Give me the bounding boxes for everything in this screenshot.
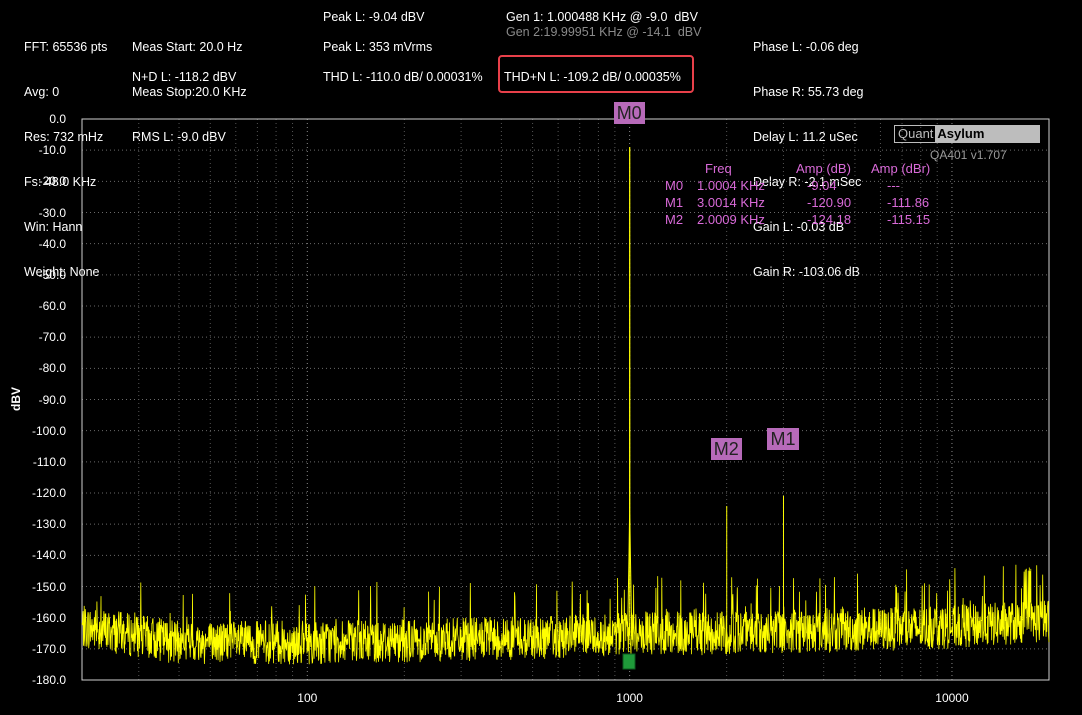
- table-cell-marker: M0: [665, 178, 684, 193]
- averages: Avg: 0: [24, 85, 60, 99]
- plot-frame: [81, 118, 1050, 681]
- x-tick-label: 1000: [616, 691, 643, 705]
- peak-level: Peak L: -9.04 dBV: [323, 10, 425, 24]
- rms-level: RMS L: -9.0 dBV: [132, 130, 226, 144]
- y-tick-label: -100.0: [31, 423, 66, 438]
- y-tick-label: -120.0: [31, 486, 66, 500]
- y-tick-label: -50.0: [38, 267, 66, 282]
- table-cell-marker: M1: [665, 195, 684, 210]
- table-cell-freq: 1.0004 KHz: [697, 178, 765, 193]
- y-tick-label: -130.0: [31, 517, 66, 532]
- y-tick-label: -110.0: [32, 454, 66, 469]
- table-cell-marker: M2: [665, 212, 684, 227]
- resolution: Res: 732 mHz: [24, 130, 104, 144]
- y-tick-label: -80.0: [38, 361, 66, 376]
- generator-1: Gen 1: 1.000488 KHz @ -9.0 dBV: [506, 10, 698, 24]
- y-tick-label: -180.0: [31, 673, 66, 687]
- y-tick-label: -30.0: [38, 205, 66, 220]
- x-tick-label: 10000: [935, 691, 969, 705]
- phase-l: Phase L: -0.06 deg: [753, 40, 859, 54]
- weighting: Weight: None: [24, 265, 100, 279]
- generator-2: Gen 2:19.99951 KHz @ -14.1 dBV: [506, 25, 702, 39]
- thdn-level: THD+N L: -109.2 dB/ 0.00035%: [504, 70, 681, 84]
- y-tick-label: -70.0: [38, 330, 66, 345]
- thd-level: THD L: -110.0 dB/ 0.00031%: [323, 70, 483, 84]
- meas-stop: Meas Stop:20.0 KHz: [132, 85, 247, 99]
- x-tick-label: 100: [297, 691, 318, 705]
- y-tick-label: -20.0: [38, 174, 66, 189]
- gain-r: Gain R: -103.06 dB: [753, 265, 861, 279]
- table-cell-amp: -124.18: [807, 212, 852, 227]
- y-tick-label: -60.0: [38, 299, 66, 313]
- table-cell-amp: -9.04: [807, 178, 837, 193]
- phase-r: Phase R: 55.73 deg: [753, 85, 864, 99]
- marker-m2[interactable]: M2: [710, 438, 742, 461]
- phase-gain-stats: Phase L: -0.06 deg Phase R: 55.73 deg De…: [753, 10, 864, 295]
- table-cell-amp: -120.90: [807, 195, 852, 210]
- window: Win: Hann: [24, 220, 83, 234]
- marker-m0[interactable]: M0: [613, 102, 645, 124]
- table-header-amp: Amp (dB): [796, 161, 851, 176]
- y-tick-label: -170.0: [31, 641, 66, 656]
- y-tick-label: -150.0: [31, 579, 66, 594]
- y-axis-label: dBV: [9, 387, 23, 411]
- y-tick-label: -40.0: [38, 236, 66, 251]
- y-tick-label: -140.0: [31, 548, 66, 563]
- spectrum-trace: [81, 147, 1050, 665]
- y-tick-label: -90.0: [38, 392, 66, 407]
- y-tick-label: -10.0: [38, 143, 66, 158]
- y-tick-label: 0.0: [49, 112, 66, 126]
- delay-l: Delay L: 11.2 uSec: [753, 130, 858, 144]
- fft-stats: FFT: 65536 pts Avg: 0 Res: 732 mHz Fs: 4…: [24, 10, 107, 295]
- delay-r: Delay R: -2.1 mSec: [753, 175, 862, 189]
- table-cell-freq: 3.0014 KHz: [697, 195, 765, 210]
- version-label: QA401 v1.707: [930, 148, 1007, 162]
- fft-points: FFT: 65536 pts: [24, 40, 108, 54]
- noise-distortion: N+D L: -118.2 dBV: [132, 70, 237, 84]
- table-cell-ampr: ---: [887, 178, 900, 193]
- gain-l: Gain L: -0.03 dB: [753, 220, 845, 234]
- table-cell-freq: 2.0009 KHz: [697, 212, 765, 227]
- table-header-freq: Freq: [705, 161, 732, 176]
- sample-rate: Fs: 48.0 KHz: [24, 175, 97, 189]
- meas-start: Meas Start: 20.0 Hz: [132, 40, 243, 54]
- noise-floor-trace: [81, 564, 1050, 665]
- table-cell-ampr: -111.86: [887, 195, 930, 210]
- measurement-range: Meas Start: 20.0 Hz Meas Stop:20.0 KHz R…: [132, 10, 247, 160]
- marker-m1[interactable]: M1: [767, 427, 799, 450]
- table-header-ampr: Amp (dBr): [871, 161, 931, 176]
- thdn-highlight: [498, 55, 694, 93]
- peak-mvrms: Peak L: 353 mVrms: [323, 40, 433, 54]
- y-tick-label: -160.0: [31, 610, 66, 625]
- table-cell-ampr: -115.15: [887, 212, 931, 227]
- quantasylum-logo: Quant Asylum: [894, 125, 1040, 143]
- cursor-handle[interactable]: [622, 653, 636, 670]
